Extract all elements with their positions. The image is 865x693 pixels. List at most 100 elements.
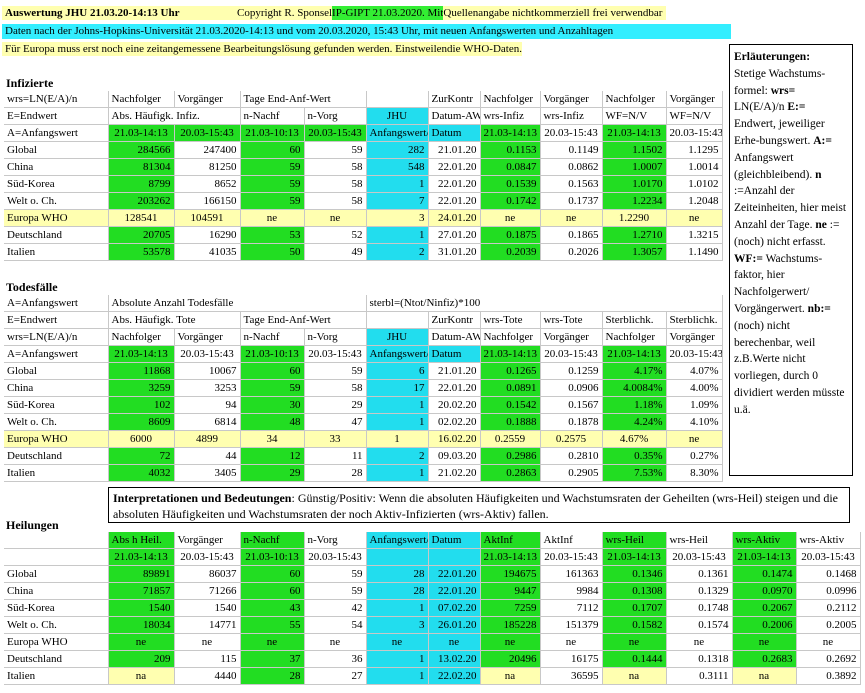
- table-cell: 27.01.20: [428, 226, 481, 244]
- table-cell: Vorgänger: [174, 328, 241, 346]
- table-cell: ne: [666, 430, 723, 448]
- table-cell: 09.03.20: [428, 447, 481, 465]
- table-cell: 21.02.20: [428, 464, 481, 482]
- table-cell: 58: [304, 192, 367, 210]
- table-cell: Datum-AW: [428, 328, 481, 346]
- table-row: Süd-Korea 8799 8652 59 58 1 22.01.20 0.1539 0.15…: [4, 175, 723, 193]
- table-cell: 28: [366, 582, 429, 600]
- expl-term: E:=: [787, 101, 806, 114]
- table-cell: AktInf: [480, 532, 541, 549]
- table-cell: 0.1346: [602, 565, 667, 583]
- row-label: A=Anfangswert: [4, 345, 109, 363]
- table-cell: 1: [366, 464, 429, 482]
- row-label: E=Endwert: [4, 311, 109, 329]
- row-label: [4, 548, 109, 566]
- table-cell: 0.2683: [732, 650, 797, 668]
- table-cell: 0.1468: [796, 565, 861, 583]
- table-cell: 52: [304, 226, 367, 244]
- table-cell: 21.03-10:13: [240, 124, 305, 142]
- row-label: Europa WHO: [4, 209, 109, 227]
- table-cell: 3253: [174, 379, 241, 397]
- table-cell: 0.1865: [540, 226, 603, 244]
- table-cell: Anfangswert/: [366, 345, 429, 363]
- table-cell: 0.2905: [540, 464, 603, 482]
- table-cell: Vorgänger: [174, 91, 241, 108]
- table-cell: 209: [108, 650, 175, 668]
- copyright-text: Copyright R. Sponsel: [233, 6, 333, 20]
- table-cell: 31.01.20: [428, 243, 481, 261]
- table-cell: 4032: [108, 464, 175, 482]
- table-cell: 0.1748: [666, 599, 733, 617]
- table-cell: 1.1502: [602, 141, 667, 159]
- table-cell: [366, 311, 429, 329]
- table-cell: 81250: [174, 158, 241, 176]
- row-label: Deutschland: [4, 226, 109, 244]
- table-cell: 4899: [174, 430, 241, 448]
- table-cell: 0.1539: [480, 175, 541, 193]
- table-cell: 59: [240, 379, 305, 397]
- table-cell: 29: [304, 396, 367, 414]
- table-cell: Datum: [428, 345, 481, 363]
- table-cell: 0.1878: [540, 413, 603, 431]
- table-cell: 20.03-15:43: [666, 548, 733, 566]
- table-cell: 0.0891: [480, 379, 541, 397]
- header-row: 21.03-14:13 20.03-15:43 21.03-10:13 20.03-1…: [4, 548, 861, 566]
- row-label: China: [4, 582, 109, 600]
- header-line-1: Auswertung JHU 21.03.20-14:13 Uhr Copyrig…: [2, 6, 667, 21]
- table-cell: 1: [366, 650, 429, 668]
- table-cell: 7.53%: [602, 464, 667, 482]
- table-cell: wrs-Tote: [480, 311, 541, 329]
- table-cell: 60: [240, 362, 305, 380]
- table-cell: 0.2026: [540, 243, 603, 261]
- expl-text: Anfangswert (gleichbleibend).: [734, 151, 816, 181]
- table-cell: 4440: [174, 667, 241, 685]
- table-cell: 7112: [540, 599, 603, 617]
- expl-text: LN(E/A)/n: [734, 101, 788, 114]
- table-cell: ne: [480, 633, 541, 651]
- table-cell: 8652: [174, 175, 241, 193]
- table-cell: 20496: [480, 650, 541, 668]
- table-cell: ne: [304, 633, 367, 651]
- table-cell: 0.2067: [732, 599, 797, 617]
- table-cell: 128541: [108, 209, 175, 227]
- table-cell: 27: [304, 667, 367, 685]
- table-cell: 1.2234: [602, 192, 667, 210]
- table-row: Global 11868 10067 60 59 6 21.01.20 0.1265 0.125…: [4, 362, 723, 380]
- expl-text: Wachstums-faktor, hier Nachfolgerwert/ V…: [734, 252, 823, 315]
- table-cell: 30: [240, 396, 305, 414]
- table-cell: 60: [240, 141, 305, 159]
- expl-text: :=Anzahl der Zeiteinheiten, hier meist A…: [734, 185, 847, 231]
- usage-note: Quellenangabe nichtkommerziell frei verw…: [443, 6, 667, 20]
- table-cell: 44: [174, 447, 241, 465]
- table-cell: 1.1490: [666, 243, 723, 261]
- table-cell: 548: [366, 158, 429, 176]
- header-row: A=Anfangswert 21.03-14:13 20.03-15:43 21.03…: [4, 345, 723, 363]
- row-label: A=Anfangswert: [4, 124, 109, 142]
- table-cell: ne: [666, 633, 733, 651]
- table-cell: Anfangswert/: [366, 532, 429, 549]
- table-cell: 11: [304, 447, 367, 465]
- table-cell: 58: [304, 379, 367, 397]
- table-cell: 20.03-15:43: [796, 548, 861, 566]
- who-note: die WHO-Daten.: [447, 42, 522, 56]
- table-cell: 22.01.20: [428, 379, 481, 397]
- table-cell: 0.2005: [796, 616, 861, 634]
- table-cell: 20.03-15:43: [304, 345, 367, 363]
- table-cell: ne: [796, 633, 861, 651]
- table-cell: 194675: [480, 565, 541, 583]
- table-cell: 6000: [108, 430, 175, 448]
- table-cell: [366, 91, 429, 108]
- table-cell: 59: [304, 582, 367, 600]
- table-cell: 1: [366, 175, 429, 193]
- table-cell: 0.1563: [540, 175, 603, 193]
- table-cell: 0.0996: [796, 582, 861, 600]
- table-cell: 1: [366, 430, 429, 448]
- table-cell: 1.0102: [666, 175, 723, 193]
- table-cell: 29: [240, 464, 305, 482]
- table-cell: Nachfolger: [108, 328, 175, 346]
- table-cell: 13.02.20: [428, 650, 481, 668]
- table-cell: 0.1265: [480, 362, 541, 380]
- table-cell: ne: [240, 633, 305, 651]
- interpretation-text: : Günstig/Positiv: Wenn die absoluten Hä…: [113, 491, 838, 521]
- table-row: Deutschland 72 44 12 11 2 09.03.20 0.2986 0.2810…: [4, 447, 723, 465]
